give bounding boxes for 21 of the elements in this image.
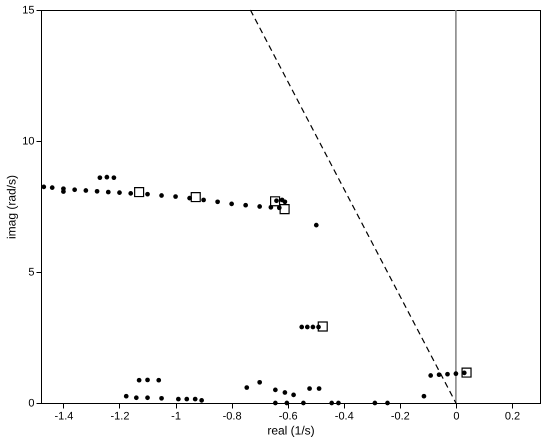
x-tick-label: -0.2: [390, 410, 410, 422]
x-tick-label: -1.2: [110, 410, 130, 422]
y-tick-label: 0: [28, 398, 34, 410]
x-tick-label: -1: [171, 410, 181, 422]
y-tick-label: 15: [22, 4, 34, 16]
point: [280, 204, 290, 214]
x-tick-label: -0.6: [278, 410, 298, 422]
point: [318, 321, 328, 332]
x-tick-label: -0.8: [222, 410, 242, 422]
x-axis-title: real (1/s): [267, 424, 315, 438]
x-tick-label: -1.4: [54, 410, 74, 422]
x-tick-label: 0: [453, 410, 460, 422]
x-tick-label: -0.4: [334, 410, 354, 422]
point: [270, 196, 280, 206]
y-tick-label: 10: [22, 136, 34, 148]
y-tick-label: 5: [28, 266, 34, 278]
point: [461, 368, 472, 378]
x-tick-label: 0.2: [504, 410, 520, 422]
y-axis-title: imag (rad/s): [4, 174, 18, 240]
point: [190, 192, 201, 202]
point: [134, 187, 144, 198]
